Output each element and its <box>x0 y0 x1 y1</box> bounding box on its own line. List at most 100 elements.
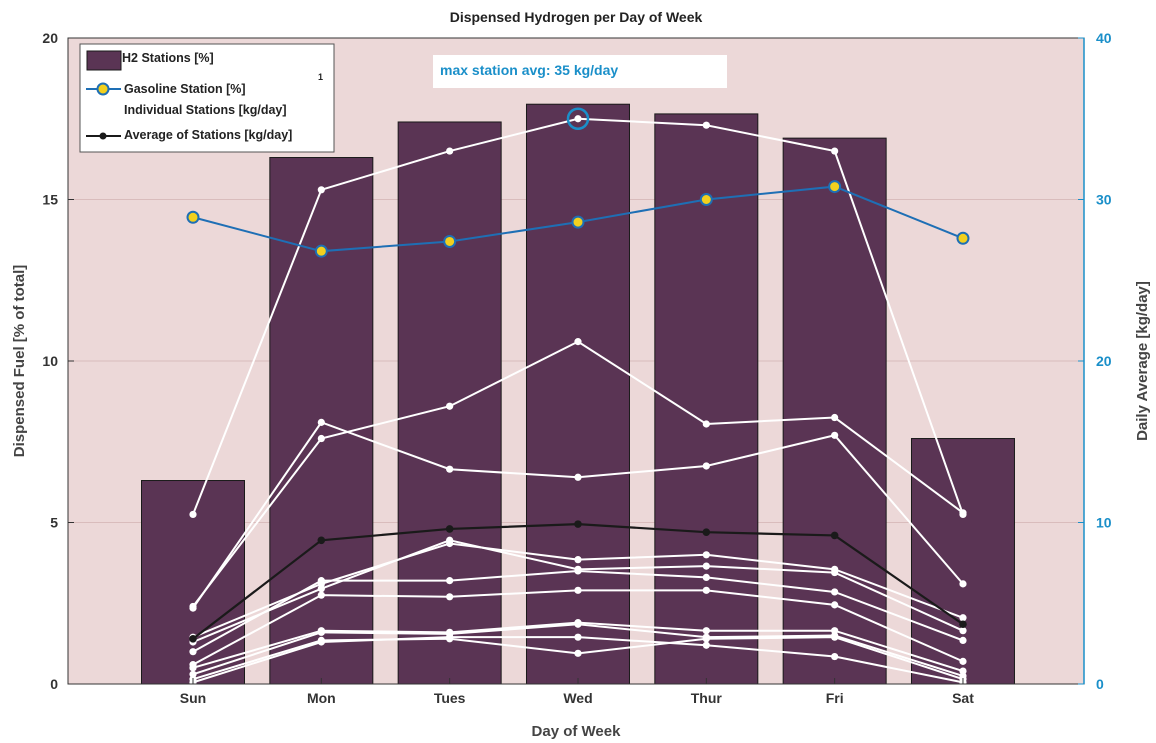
average-point <box>189 634 197 643</box>
y-right-tick-label: 20 <box>1096 353 1112 369</box>
y-tick-label: 20 <box>42 30 58 46</box>
individual-station-point <box>702 641 710 649</box>
individual-station-point <box>574 633 582 641</box>
individual-station-point <box>702 551 710 559</box>
gasoline-point <box>443 234 457 248</box>
individual-station-point <box>189 648 197 656</box>
annotation-box <box>433 55 727 88</box>
footnote-marker: 1 <box>318 72 323 82</box>
individual-station-point <box>831 568 839 577</box>
individual-station-point <box>189 604 197 612</box>
individual-station-point <box>317 418 325 426</box>
legend-swatch-bar <box>86 50 122 71</box>
individual-station-point <box>446 593 454 601</box>
individual-station-point <box>446 402 454 410</box>
average-point <box>445 525 454 533</box>
individual-station-point <box>831 601 839 609</box>
individual-station-point <box>959 627 967 635</box>
individual-station-point <box>317 186 325 194</box>
individual-station-point <box>702 562 710 570</box>
individual-station-point <box>702 627 710 635</box>
gasoline-point <box>571 215 585 229</box>
x-tick-label: Fri <box>826 690 844 706</box>
y-right-tick-label: 0 <box>1096 676 1104 692</box>
individual-station-point <box>446 633 454 641</box>
individual-station-point <box>959 509 967 517</box>
average-point <box>317 536 326 545</box>
individual-station-point <box>317 577 325 585</box>
average-point <box>959 620 967 629</box>
y-right-tick-label: 30 <box>1096 192 1112 208</box>
individual-station-point <box>574 567 582 575</box>
y-axis-label: Dispensed Fuel [% of total] <box>11 265 28 458</box>
y-tick-label: 0 <box>50 676 58 692</box>
legend-entry-average: Average of Stations [kg/day] <box>124 128 292 142</box>
individual-station-point <box>189 510 197 519</box>
individual-station-point <box>702 121 710 129</box>
legend-marker-individual <box>100 111 106 117</box>
legend-box <box>79 43 335 153</box>
individual-station-point <box>446 536 454 544</box>
y-right-tick-label: 40 <box>1096 30 1112 46</box>
individual-station-point <box>702 420 710 428</box>
individual-station-point <box>574 473 582 481</box>
individual-station-point <box>702 586 710 594</box>
x-tick-label: Thur <box>691 690 723 706</box>
individual-station-point <box>317 628 325 636</box>
individual-station-point <box>831 588 839 596</box>
individual-station-point <box>959 636 967 644</box>
legend-entry-individual: Individual Stations [kg/day] <box>124 103 287 117</box>
legend: H2 Stations [%] Gasoline Station [%] 1 I… <box>79 43 335 153</box>
average-point <box>574 520 582 528</box>
individual-station-point <box>446 465 454 473</box>
individual-station-point <box>831 633 839 641</box>
individual-station-point <box>574 586 582 594</box>
individual-station-point <box>189 664 197 672</box>
individual-station-point <box>831 652 839 661</box>
x-axis-label: Day of Week <box>532 723 622 740</box>
individual-station-point <box>317 585 325 593</box>
annotation: max station avg: 35 kg/day <box>433 55 727 88</box>
individual-station-point <box>574 620 582 628</box>
individual-station-point <box>702 635 710 643</box>
gasoline-point <box>314 244 328 258</box>
individual-station-point <box>317 638 325 646</box>
x-tick-label: Sat <box>952 690 974 706</box>
x-tick-label: Sun <box>180 690 206 706</box>
individual-station-point <box>574 115 582 123</box>
series-lines <box>186 107 970 686</box>
gasoline-point <box>956 231 970 245</box>
legend-entry-h2: H2 Stations [%] <box>122 51 214 65</box>
individual-station-point <box>959 580 967 588</box>
individual-station-point <box>959 657 967 665</box>
individual-station-point <box>317 434 325 443</box>
x-tick-label: Mon <box>307 690 336 706</box>
individual-station-point <box>831 431 839 439</box>
individual-station-point <box>702 573 710 582</box>
annotation-text: max station avg: 35 kg/day <box>440 62 618 78</box>
y-axis-right-label: Daily Average [kg/day] <box>1134 281 1151 441</box>
y-tick-label: 15 <box>42 192 58 208</box>
bars <box>141 103 1015 685</box>
y-right-tick-label: 10 <box>1096 515 1112 531</box>
max-point-marker <box>566 107 590 130</box>
individual-station-point <box>831 413 839 422</box>
y-tick-label: 5 <box>50 515 58 531</box>
chart-title: Dispensed Hydrogen per Day of Week <box>450 9 703 25</box>
legend-marker-gasoline <box>96 82 110 96</box>
individual-station-point <box>446 577 454 585</box>
y-tick-label: 10 <box>42 353 58 369</box>
gasoline-point <box>828 180 842 194</box>
individual-station-point <box>317 591 325 599</box>
individual-station-point <box>959 614 967 622</box>
individual-station-point <box>574 338 582 346</box>
axes: 0 5 10 15 20 0 10 20 30 40 Sun Mon Tues Wed Thur Fri Sat <box>42 30 1111 706</box>
individual-station-point <box>831 147 839 155</box>
legend-entry-gasoline: Gasoline Station [%] <box>124 82 246 96</box>
individual-station-point <box>574 649 582 657</box>
average-point <box>830 531 839 540</box>
x-tick-label: Tues <box>434 690 466 706</box>
x-tick-label: Wed <box>563 690 592 706</box>
gasoline-point <box>186 210 200 224</box>
